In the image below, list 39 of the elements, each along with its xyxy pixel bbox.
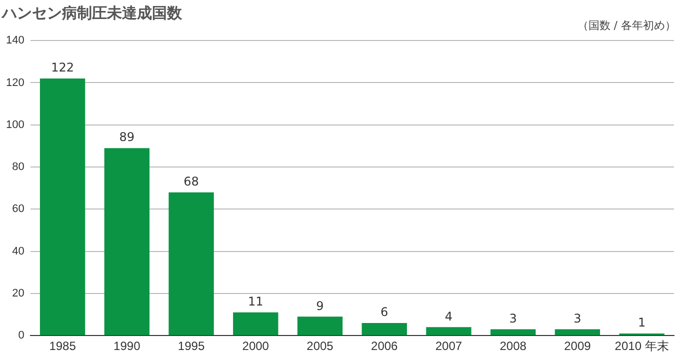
- y-tick-label: 0: [18, 330, 24, 342]
- bar: [40, 78, 86, 336]
- bar: [297, 316, 343, 336]
- chart-title: ハンセン病制圧未達成国数: [2, 4, 182, 23]
- bar: [426, 327, 472, 336]
- data-label: 1: [638, 316, 646, 330]
- y-tick-label: 120: [6, 76, 24, 89]
- y-tick-label: 100: [6, 118, 24, 131]
- x-tick-label: 2000: [242, 339, 270, 354]
- x-tick-label: 2009: [564, 339, 592, 354]
- y-tick-label: 80: [12, 161, 24, 174]
- bar: [554, 329, 600, 336]
- data-label: 3: [574, 311, 582, 326]
- data-label: 89: [119, 130, 135, 144]
- x-tick-label: 2005: [306, 339, 334, 354]
- y-tick-label: 60: [12, 203, 24, 216]
- data-label: 6: [380, 305, 388, 320]
- bar: [490, 329, 536, 336]
- y-tick-label: 20: [12, 287, 24, 300]
- bar: [233, 312, 278, 336]
- data-label: 3: [509, 311, 517, 326]
- data-label: 9: [316, 298, 324, 313]
- data-label: 4: [444, 309, 453, 324]
- x-tick-label: 1990: [114, 339, 141, 354]
- bar: [104, 148, 150, 336]
- bar: [168, 192, 214, 336]
- x-tick-label: 1995: [178, 339, 205, 354]
- bar: [362, 322, 407, 336]
- y-tick-label: 40: [12, 245, 24, 258]
- data-label: 122: [51, 60, 74, 75]
- x-tick-label: 2007: [435, 339, 462, 354]
- x-tick-label: 1985: [49, 339, 76, 354]
- y-tick-label: 140: [6, 34, 24, 47]
- data-label: 68: [184, 174, 199, 188]
- x-tick-label: 2010 年末: [614, 339, 669, 354]
- text: （国数 / 各年初め）: [577, 18, 676, 33]
- x-tick-label: 2006: [371, 339, 398, 354]
- data-label: 11: [248, 294, 264, 309]
- x-tick-label: 2008: [500, 339, 527, 354]
